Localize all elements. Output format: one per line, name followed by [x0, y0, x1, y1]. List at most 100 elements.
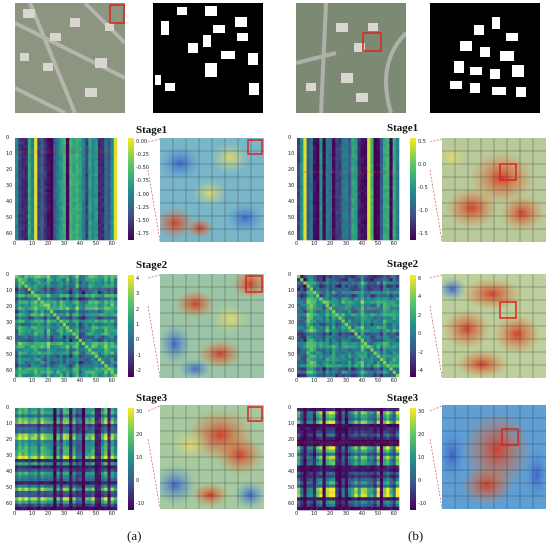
matrix-cell — [34, 338, 38, 343]
matrix-cell — [357, 201, 362, 206]
matrix-cell — [94, 204, 99, 209]
matrix-cell — [75, 423, 80, 428]
matrix-cell — [75, 411, 80, 415]
matrix-cell — [389, 294, 393, 298]
matrix-cell — [348, 278, 352, 282]
matrix-cell — [104, 417, 108, 422]
matrix-cell — [97, 443, 102, 447]
matrix-cell — [34, 500, 38, 504]
matrix-cell — [341, 326, 346, 330]
matrix-cell — [21, 341, 25, 346]
matrix-cell — [97, 179, 102, 183]
matrix-cell — [107, 351, 111, 355]
matrix-cell — [303, 294, 307, 298]
matrix-cell — [395, 322, 400, 327]
matrix-cell — [341, 316, 346, 320]
matrix-cell — [53, 329, 57, 333]
matrix-cell — [309, 345, 314, 349]
matrix-cell — [101, 326, 105, 330]
matrix-cell — [370, 160, 374, 164]
matrix-x-tick: 10 — [28, 511, 36, 517]
matrix-cell — [332, 316, 336, 320]
matrix-cell — [15, 329, 19, 333]
matrix-cell — [113, 443, 118, 447]
matrix-cell — [110, 297, 115, 301]
matrix-cell — [316, 214, 320, 218]
matrix-cell — [18, 329, 22, 333]
matrix-cell — [97, 147, 102, 152]
matrix-cell — [322, 300, 326, 304]
matrix-cell — [335, 306, 339, 311]
matrix-cell — [88, 294, 92, 298]
matrix-cell — [306, 227, 311, 231]
matrix-cell — [46, 185, 51, 190]
matrix-cell — [101, 227, 105, 231]
matrix-cell — [335, 351, 339, 355]
matrix-cell — [335, 284, 339, 289]
matrix-cell — [46, 313, 51, 317]
matrix-cell — [104, 195, 108, 199]
matrix-cell — [34, 420, 38, 425]
matrix-cell — [56, 144, 60, 148]
matrix-cell — [62, 147, 67, 152]
matrix-cell — [113, 345, 118, 349]
matrix-cell — [107, 281, 111, 285]
matrix-cell — [91, 357, 95, 362]
matrix-cell — [30, 195, 35, 199]
matrix-cell — [40, 204, 44, 209]
matrix-x-tick: 60 — [108, 241, 115, 247]
matrix-cell — [341, 166, 346, 171]
matrix-cell — [357, 138, 362, 142]
matrix-cell — [81, 338, 86, 343]
matrix-cell — [376, 345, 381, 349]
matrix-cell — [101, 414, 105, 418]
matrix-cell — [351, 153, 355, 158]
matrix-cell — [21, 195, 25, 199]
matrix-cell — [62, 230, 67, 234]
matrix-cell — [69, 211, 73, 215]
matrix-cell — [325, 153, 330, 158]
matrix-cell — [306, 211, 311, 215]
matrix-cell — [50, 300, 54, 304]
matrix-cell — [21, 208, 25, 212]
matrix-cell — [97, 316, 102, 320]
matrix-cell — [88, 417, 92, 422]
matrix-cell — [110, 462, 115, 466]
matrix-cell — [78, 452, 83, 457]
matrix-cell — [34, 408, 38, 412]
matrix-cell — [88, 224, 92, 228]
matrix-cell — [386, 338, 390, 343]
matrix-cell — [62, 351, 67, 355]
matrix-cell — [328, 284, 333, 289]
matrix-cell — [376, 198, 381, 203]
matrix-cell — [113, 230, 118, 234]
matrix-cell — [72, 449, 76, 453]
matrix-cell — [383, 195, 387, 199]
matrix-cell — [91, 310, 95, 314]
matrix-cell — [18, 487, 22, 492]
matrix-cell — [351, 306, 355, 311]
matrix-cell — [72, 316, 76, 320]
matrix-cell — [15, 208, 19, 212]
matrix-cell — [34, 348, 38, 352]
matrix-cell — [316, 306, 320, 311]
matrix-cell — [72, 329, 76, 333]
matrix-cell — [97, 201, 102, 206]
matrix-cell — [110, 468, 115, 473]
matrix-cell — [348, 217, 352, 222]
matrix-cell — [363, 294, 368, 298]
matrix-cell — [97, 332, 102, 336]
matrix-cell — [322, 351, 326, 355]
matrix-cell — [43, 297, 48, 301]
matrix-cell — [18, 322, 22, 327]
matrix-cell — [72, 208, 76, 212]
matrix-cell — [59, 220, 64, 225]
matrix-cell — [316, 338, 320, 343]
matrix-cell — [34, 214, 38, 218]
matrix-cell — [344, 332, 349, 336]
matrix-cell — [322, 157, 326, 161]
matrix-cell — [107, 329, 111, 333]
matrix-x-tick: 20 — [44, 241, 52, 247]
matrix-cell — [392, 310, 397, 314]
matrix-cell — [69, 427, 73, 431]
